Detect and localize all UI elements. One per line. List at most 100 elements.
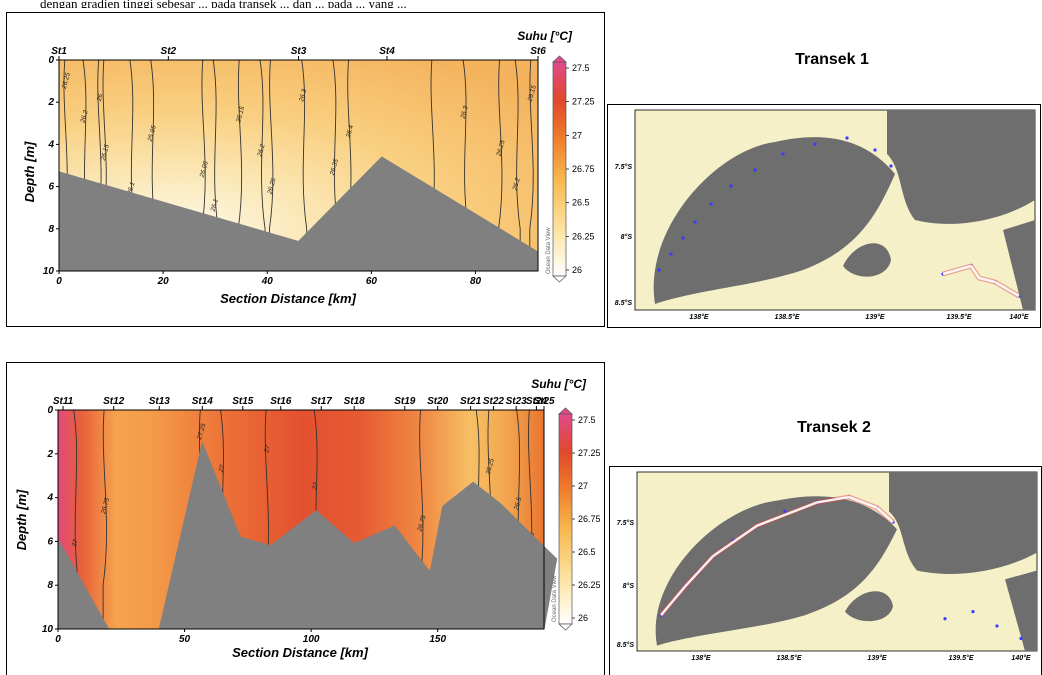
station-marker (995, 624, 999, 628)
x-axis-ticks: 0 20 40 60 80 (56, 271, 482, 287)
east-coast-landmass (1003, 220, 1035, 310)
ocean-data-view-label: Ocean Data View (552, 575, 558, 622)
isotherm-line (269, 59, 274, 271)
colorbar-max-arrow (552, 55, 567, 63)
isotherm-label: 26.4 (345, 124, 355, 139)
station-marker (783, 509, 787, 513)
station-marker (845, 136, 849, 140)
station-label: St12 (103, 396, 125, 407)
colorbar-tick-label: 27 (572, 130, 582, 140)
station-label: St11 (53, 396, 74, 407)
x-tick-label: 150 (429, 634, 446, 645)
station-label: St20 (427, 396, 449, 407)
colorbar-tick-label: 27.5 (572, 63, 590, 73)
x-tick-label: 0 (56, 276, 62, 287)
colorbar-tick-label: 26.75 (578, 514, 601, 524)
isotherm-label: 27.25 (196, 422, 207, 441)
map-title: Transek 2 (797, 419, 871, 436)
isotherm-label: 26.15 (527, 84, 538, 103)
colorbar-max-arrow (558, 407, 573, 415)
station-label: St2 (161, 46, 177, 57)
colorbar-tick-label: 26 (578, 613, 588, 623)
transect-1-map: 7.5°S 8°S 8.5°S 138°E 138.5°E 139°E 139.5°E 140… (607, 104, 1041, 328)
station-marker (943, 617, 947, 621)
section-plot-area: 27.252726.7527272726.7526.526.2526.526.7… (57, 409, 558, 630)
station-label: St17 (311, 396, 333, 407)
station-marker (681, 236, 685, 240)
isotherm-label: 26.2 (511, 177, 521, 192)
station-marker (1019, 636, 1023, 641)
small-island (843, 243, 891, 277)
y-tick-label: 4 (46, 493, 53, 504)
station-label: St19 (394, 396, 416, 407)
station-label: St24 (526, 396, 548, 407)
isotherm-label: 25.95 (147, 124, 158, 143)
latitude-label: 7.5°S (617, 519, 635, 527)
station-marker (729, 184, 733, 188)
x-tick-label: 0 (55, 634, 61, 645)
latitude-label: 8.5°S (615, 299, 633, 307)
station-label: St13 (149, 396, 171, 407)
isotherm-label: 26.05 (199, 160, 210, 179)
y-tick-label: 8 (48, 224, 54, 235)
station-label: St6 (530, 46, 546, 57)
isotherm-label: 26.75 (416, 514, 427, 533)
isotherm-label: 26.2 (79, 109, 89, 124)
section-plot-area: 26.25 26.2 26.15 26.1 26 25.95 26.05 26.1 26.15 2… (58, 59, 539, 272)
colorbar-tick-label: 26.5 (578, 547, 596, 557)
colorbar-min-arrow (558, 623, 573, 631)
colorbar-tick-label: 27.5 (578, 415, 596, 425)
x-axis-title: Section Distance [km] (232, 645, 368, 660)
transect-track-core (942, 264, 1020, 298)
station-marker (889, 164, 893, 168)
plot-frame (57, 409, 545, 630)
isotherm-label: 26.35 (329, 158, 340, 177)
isotherm-label: 27 (218, 464, 227, 474)
isotherm-label: 26.25 (495, 139, 506, 158)
isotherm-label: 26.15 (100, 143, 111, 162)
longitude-label: 138.5°E (775, 313, 800, 321)
x-tick-label: 20 (157, 276, 170, 287)
mainland-landmass (887, 110, 1035, 224)
colorbar-title: Suhu [°C] (531, 377, 587, 391)
y-tick-label: 8 (47, 580, 53, 591)
colorbar: 26 26.25 26.5 26.75 27 27.25 27.5 Ocean Data Vi… (552, 407, 601, 631)
x-tick-label: 40 (261, 276, 274, 287)
y-tick-label: 2 (46, 449, 53, 460)
longitude-label: 138.5°E (777, 654, 802, 662)
y-tick-label: 10 (43, 266, 55, 277)
y-tick-label: 2 (47, 97, 54, 108)
isotherm-label: 26.25 (266, 177, 277, 196)
station-label: St16 (270, 396, 292, 407)
station-label: St18 (344, 396, 366, 407)
latitude-label: 8°S (621, 233, 633, 241)
mainland-landmass (889, 472, 1037, 574)
colorbar-tick-label: 27.25 (572, 97, 595, 107)
station-marker (781, 152, 785, 156)
longitude-label: 138°E (689, 313, 708, 321)
station-label: St23 (506, 396, 528, 407)
station-label: St22 (483, 396, 505, 407)
isotherm-label: 26.3 (459, 105, 469, 120)
longitude-label: 139°E (865, 313, 884, 321)
isotherm-label: 26.1 (209, 198, 219, 213)
station-marker (971, 610, 975, 614)
longitude-label: 140°E (1009, 313, 1028, 321)
colorbar-tick-label: 27.25 (578, 448, 601, 458)
y-tick-label: 6 (48, 182, 54, 193)
y-tick-label: 6 (47, 536, 53, 547)
isotherm-label: 26.15 (235, 105, 246, 124)
longitude-label: 138°E (691, 654, 710, 662)
x-axis-ticks: 0 50 100 150 (55, 629, 446, 645)
x-tick-label: 50 (179, 634, 191, 645)
isotherm-label: 26.75 (100, 497, 111, 516)
station-labels: St1 St2 St3 St4 St6 (51, 46, 546, 60)
colorbar-title: Suhu [°C] (517, 29, 573, 43)
colorbar-scale (552, 61, 567, 277)
isotherm-label: 26 (96, 93, 105, 103)
isotherm-line (237, 59, 243, 271)
station-label: St21 (460, 396, 482, 407)
isotherm-line (498, 59, 503, 271)
transect-track-core (660, 495, 894, 617)
station-label: St4 (379, 46, 395, 57)
